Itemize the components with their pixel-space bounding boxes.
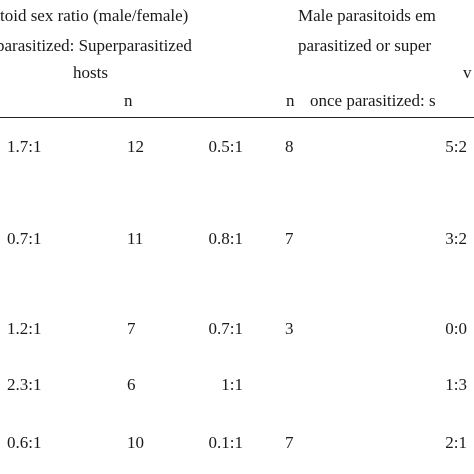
n-label-superparasitized: n: [124, 91, 133, 110]
ratio-single-cell: 0.6:1: [7, 433, 42, 452]
n-emerged-cell: 3: [285, 319, 294, 338]
male-emergence-column-title: Male parasitoids em: [298, 6, 436, 25]
male-emergence-column-subtitle: parasitized or super: [298, 36, 432, 55]
ratio-single-cell: 1.2:1: [7, 319, 42, 338]
ratio-single-cell: 2.3:1: [7, 375, 42, 394]
header-rule: [0, 117, 474, 118]
male-emergence-column-subtitle-tail: v: [463, 63, 472, 82]
n-emerged-cell: 7: [285, 229, 294, 248]
n-label-emerged: n: [286, 91, 295, 110]
sex-ratio-column-subtitle: parasitized: Superparasitized: [0, 36, 192, 55]
n-superparasitized-cell: 7: [127, 319, 136, 338]
ratio-single-cell: 0.7:1: [7, 229, 42, 248]
ratio-super-cell: 0.1:1: [208, 433, 243, 452]
sex-ratio-column-title: toid sex ratio (male/female): [0, 6, 189, 25]
emerged-cell: 1:3: [445, 375, 467, 394]
ratio-super-cell: 1:1: [221, 375, 243, 394]
n-emerged-cell: 7: [285, 433, 294, 452]
emerged-cell: 2:1: [445, 433, 467, 452]
n-superparasitized-cell: 12: [127, 137, 144, 156]
n-superparasitized-cell: 10: [127, 433, 144, 452]
emerged-cell: 0:0: [445, 319, 467, 338]
ratio-super-cell: 0.8:1: [208, 229, 243, 248]
emerged-cell: 5:2: [445, 137, 467, 156]
n-superparasitized-cell: 11: [127, 229, 144, 248]
once-parasitized-label: once parasitized: s: [310, 91, 436, 110]
ratio-super-cell: 0.5:1: [208, 137, 243, 156]
emerged-cell: 3:2: [445, 229, 467, 248]
n-superparasitized-cell: 6: [127, 375, 136, 394]
n-emerged-cell: 8: [285, 137, 294, 156]
ratio-super-cell: 0.7:1: [208, 319, 243, 338]
ratio-single-cell: 1.7:1: [7, 137, 42, 156]
sex-ratio-column-hosts: hosts: [73, 63, 108, 82]
